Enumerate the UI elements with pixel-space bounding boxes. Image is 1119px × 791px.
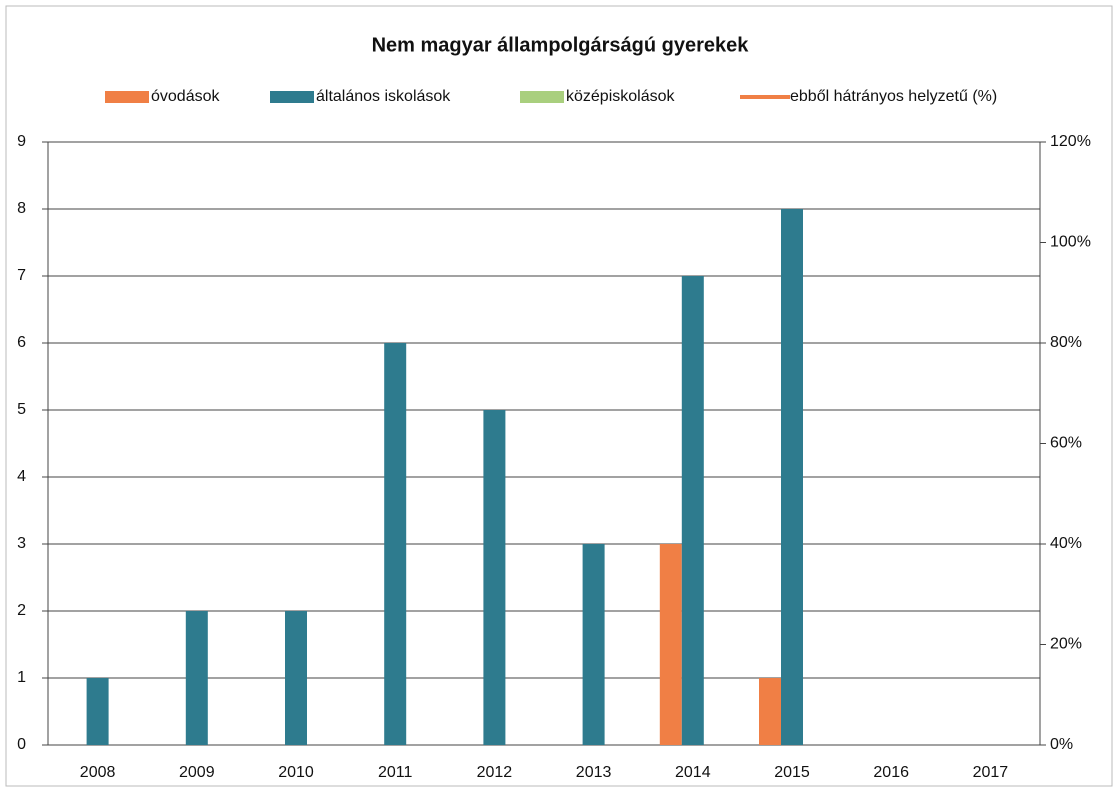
x-tick-label: 2009: [179, 764, 215, 781]
y-tick-label: 7: [17, 267, 26, 284]
x-tick-label: 2014: [675, 764, 711, 781]
legend-label: középiskolások: [566, 88, 676, 105]
legend-label: ebből hátrányos helyzetű (%): [790, 88, 997, 105]
legend-label: általános iskolások: [316, 88, 451, 105]
x-tick-label: 2011: [378, 764, 413, 781]
x-tick-label: 2010: [278, 764, 314, 781]
y-tick-label: 0: [17, 736, 26, 753]
bar: [781, 209, 803, 745]
chart-title: Nem magyar állampolgárságú gyerekek: [372, 34, 750, 56]
bar: [681, 276, 704, 745]
y2-tick-label: 20%: [1050, 636, 1082, 653]
y-tick-label: 2: [17, 602, 26, 619]
x-tick-label: 2013: [576, 764, 612, 781]
y2-tick-label: 0%: [1050, 736, 1073, 753]
bar: [185, 611, 208, 745]
chart-frame: [5, 5, 1113, 787]
x-tick-label: 2017: [973, 764, 1009, 781]
bar: [384, 343, 407, 745]
x-tick-label: 2012: [477, 764, 513, 781]
legend-swatch: [270, 91, 314, 103]
y2-tick-label: 40%: [1050, 535, 1082, 552]
bar: [86, 678, 109, 745]
bar: [659, 544, 682, 745]
y2-tick-label: 120%: [1050, 133, 1091, 150]
y-tick-label: 6: [17, 334, 26, 351]
bar: [759, 678, 781, 745]
legend-label: óvodások: [151, 88, 220, 105]
bar: [483, 410, 506, 745]
y-tick-label: 3: [17, 535, 26, 552]
x-tick-label: 2008: [80, 764, 116, 781]
x-tick-label: 2015: [774, 764, 810, 781]
y2-tick-label: 100%: [1050, 234, 1091, 251]
y-tick-label: 4: [17, 468, 26, 485]
bar: [285, 611, 307, 745]
y2-tick-label: 80%: [1050, 334, 1082, 351]
y-tick-label: 5: [17, 401, 26, 418]
bar: [582, 544, 605, 745]
legend-swatch: [105, 91, 149, 103]
legend-swatch: [520, 91, 564, 103]
y2-tick-label: 60%: [1050, 435, 1082, 452]
x-tick-label: 2016: [873, 764, 909, 781]
y-tick-label: 8: [17, 200, 26, 217]
y-tick-label: 1: [17, 669, 26, 686]
y-tick-label: 9: [17, 133, 26, 150]
